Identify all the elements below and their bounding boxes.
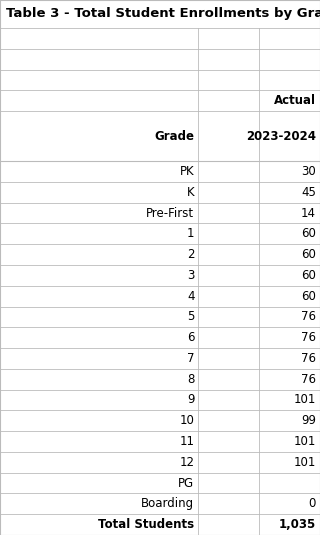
Text: 60: 60 bbox=[301, 289, 316, 303]
Text: 5: 5 bbox=[187, 310, 195, 323]
Text: 30: 30 bbox=[301, 165, 316, 178]
Text: 76: 76 bbox=[301, 331, 316, 344]
Text: 7: 7 bbox=[187, 352, 195, 365]
Text: 4: 4 bbox=[187, 289, 195, 303]
Text: 2023-2024: 2023-2024 bbox=[246, 129, 316, 143]
Text: PK: PK bbox=[180, 165, 195, 178]
Text: 10: 10 bbox=[180, 414, 195, 427]
Text: 9: 9 bbox=[187, 393, 195, 407]
Text: 2: 2 bbox=[187, 248, 195, 261]
Text: 60: 60 bbox=[301, 269, 316, 282]
Text: 11: 11 bbox=[180, 435, 195, 448]
Text: 12: 12 bbox=[180, 456, 195, 469]
Text: 3: 3 bbox=[187, 269, 195, 282]
Text: Grade: Grade bbox=[155, 129, 195, 143]
Text: 6: 6 bbox=[187, 331, 195, 344]
Text: 45: 45 bbox=[301, 186, 316, 198]
Text: Pre-First: Pre-First bbox=[146, 207, 195, 219]
Text: 99: 99 bbox=[301, 414, 316, 427]
Text: 60: 60 bbox=[301, 248, 316, 261]
Text: 101: 101 bbox=[294, 393, 316, 407]
Text: 76: 76 bbox=[301, 352, 316, 365]
Text: 14: 14 bbox=[301, 207, 316, 219]
Text: 0: 0 bbox=[308, 498, 316, 510]
Text: Table 3 - Total Student Enrollments by Grade: Table 3 - Total Student Enrollments by G… bbox=[6, 7, 320, 20]
Text: 60: 60 bbox=[301, 227, 316, 240]
Text: K: K bbox=[187, 186, 195, 198]
Text: 101: 101 bbox=[294, 435, 316, 448]
Text: 76: 76 bbox=[301, 373, 316, 386]
Text: 8: 8 bbox=[187, 373, 195, 386]
Text: Boarding: Boarding bbox=[141, 498, 195, 510]
Text: 1,035: 1,035 bbox=[279, 518, 316, 531]
Text: Total Students: Total Students bbox=[98, 518, 195, 531]
Text: 76: 76 bbox=[301, 310, 316, 323]
Text: 1: 1 bbox=[187, 227, 195, 240]
Text: Actual: Actual bbox=[274, 94, 316, 107]
Text: PG: PG bbox=[178, 477, 195, 490]
Text: 101: 101 bbox=[294, 456, 316, 469]
